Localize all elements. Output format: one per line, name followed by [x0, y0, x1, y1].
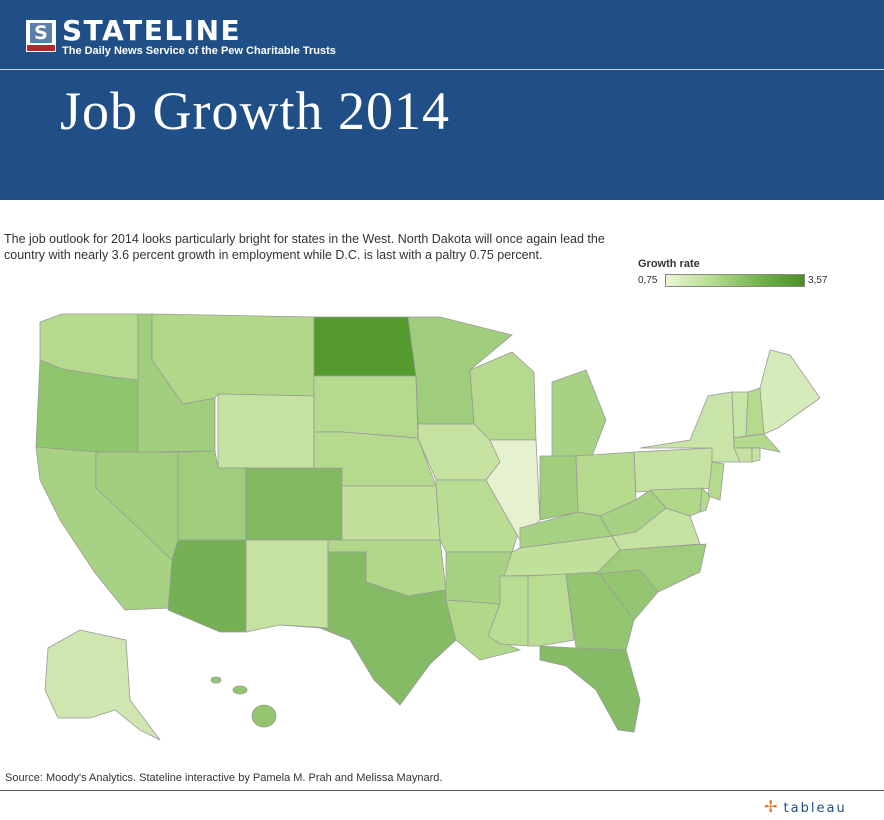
state-colorado[interactable]: [245, 467, 343, 541]
stateline-logo-icon: S: [26, 20, 56, 52]
us-states-map[interactable]: [0, 300, 884, 770]
state-texas[interactable]: [279, 551, 457, 706]
state-hawaii-oahu[interactable]: [210, 676, 222, 684]
state-montana[interactable]: [151, 313, 315, 405]
tableau-plus-icon: ✢: [764, 797, 778, 816]
state-massachusetts[interactable]: [733, 433, 782, 453]
state-alaska[interactable]: [44, 629, 161, 741]
legend-title: Growth rate: [638, 258, 700, 270]
state-wisconsin[interactable]: [469, 351, 537, 441]
state-wyoming[interactable]: [217, 393, 315, 469]
footer-divider: [0, 790, 884, 791]
state-hawaii-maui[interactable]: [232, 685, 248, 695]
state-maine[interactable]: [759, 349, 821, 435]
state-michigan[interactable]: [551, 369, 607, 457]
brand-tagline: The Daily News Service of the Pew Charit…: [62, 45, 336, 57]
state-delaware[interactable]: [699, 487, 711, 513]
state-new-mexico[interactable]: [245, 539, 329, 633]
header-banner: S STATELINE The Daily News Service of th…: [0, 0, 884, 200]
state-georgia[interactable]: [565, 571, 635, 651]
brand-name: STATELINE: [62, 14, 242, 47]
description-text: The job outlook for 2014 looks particula…: [4, 232, 605, 262]
state-hawaii-big-island[interactable]: [251, 704, 277, 728]
tableau-wordmark: tableau: [783, 801, 847, 816]
state-indiana[interactable]: [539, 455, 579, 521]
state-rhode-island[interactable]: [751, 447, 761, 463]
state-florida[interactable]: [539, 645, 641, 733]
state-arizona[interactable]: [167, 539, 247, 633]
tableau-logo[interactable]: ✢ tableau: [764, 797, 847, 816]
header-divider: [0, 69, 884, 70]
state-pennsylvania[interactable]: [633, 447, 719, 493]
logo-bar: [27, 45, 55, 51]
page-title: Job Growth 2014: [60, 81, 450, 141]
source-note: Source: Moody's Analytics. Stateline int…: [5, 772, 443, 784]
state-north-dakota[interactable]: [313, 316, 417, 377]
state-maryland[interactable]: [649, 487, 703, 517]
state-south-dakota[interactable]: [313, 375, 419, 439]
legend-max-label: 3,57: [808, 275, 828, 286]
logo-letter: S: [30, 23, 52, 43]
state-vermont[interactable]: [731, 391, 749, 439]
state-alabama[interactable]: [527, 573, 575, 647]
state-new-jersey[interactable]: [707, 461, 725, 501]
legend-color-ramp: [665, 274, 805, 287]
state-kansas[interactable]: [341, 485, 441, 541]
legend-min-label: 0,75: [638, 275, 658, 286]
